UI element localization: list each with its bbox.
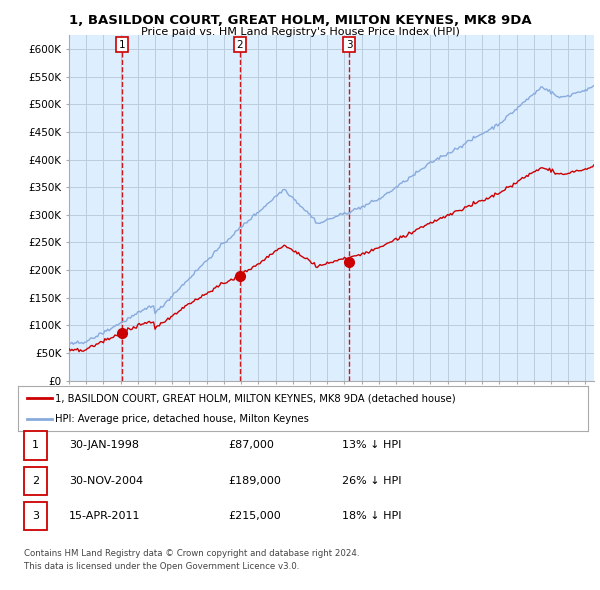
Text: 26% ↓ HPI: 26% ↓ HPI <box>342 476 401 486</box>
Text: 2: 2 <box>236 40 243 50</box>
Text: 18% ↓ HPI: 18% ↓ HPI <box>342 512 401 521</box>
Text: 1, BASILDON COURT, GREAT HOLM, MILTON KEYNES, MK8 9DA: 1, BASILDON COURT, GREAT HOLM, MILTON KE… <box>68 14 532 27</box>
Text: Contains HM Land Registry data © Crown copyright and database right 2024.: Contains HM Land Registry data © Crown c… <box>24 549 359 558</box>
Text: 3: 3 <box>32 512 39 521</box>
Text: This data is licensed under the Open Government Licence v3.0.: This data is licensed under the Open Gov… <box>24 562 299 571</box>
Text: 30-NOV-2004: 30-NOV-2004 <box>69 476 143 486</box>
Text: 2: 2 <box>32 476 39 486</box>
Text: 13% ↓ HPI: 13% ↓ HPI <box>342 441 401 450</box>
Text: 30-JAN-1998: 30-JAN-1998 <box>69 441 139 450</box>
Text: £215,000: £215,000 <box>228 512 281 521</box>
Text: £87,000: £87,000 <box>228 441 274 450</box>
Text: Price paid vs. HM Land Registry's House Price Index (HPI): Price paid vs. HM Land Registry's House … <box>140 27 460 37</box>
Text: 3: 3 <box>346 40 353 50</box>
Text: HPI: Average price, detached house, Milton Keynes: HPI: Average price, detached house, Milt… <box>55 414 309 424</box>
Text: £189,000: £189,000 <box>228 476 281 486</box>
Text: 1: 1 <box>119 40 125 50</box>
Text: 15-APR-2011: 15-APR-2011 <box>69 512 140 521</box>
Text: 1, BASILDON COURT, GREAT HOLM, MILTON KEYNES, MK8 9DA (detached house): 1, BASILDON COURT, GREAT HOLM, MILTON KE… <box>55 394 455 404</box>
Text: 1: 1 <box>32 441 39 450</box>
